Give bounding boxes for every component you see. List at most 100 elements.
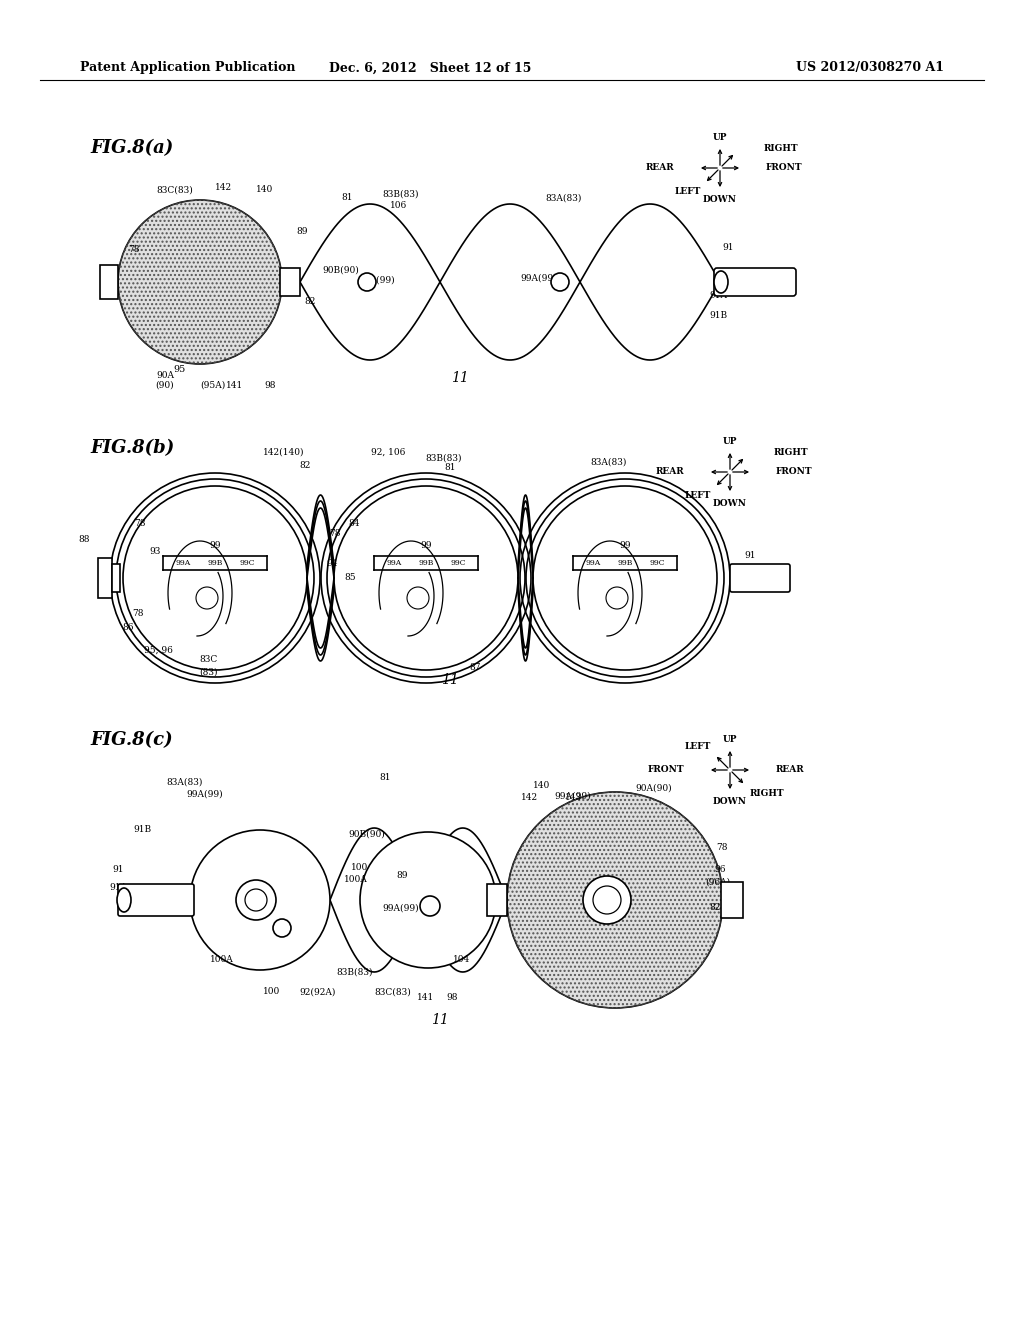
Text: FIG.8(a): FIG.8(a) [90, 139, 173, 157]
Circle shape [360, 832, 496, 968]
Text: 78: 78 [330, 529, 341, 539]
Text: DOWN: DOWN [713, 499, 746, 508]
Text: 99C: 99C [451, 558, 466, 568]
Text: 81: 81 [341, 194, 352, 202]
Text: 82: 82 [299, 462, 310, 470]
Text: Dec. 6, 2012   Sheet 12 of 15: Dec. 6, 2012 Sheet 12 of 15 [329, 62, 531, 74]
Text: 78: 78 [128, 246, 139, 255]
Text: 90A(90): 90A(90) [635, 784, 672, 792]
Text: UP: UP [713, 133, 727, 143]
Text: 99A(99): 99A(99) [520, 273, 557, 282]
Text: 84: 84 [348, 520, 359, 528]
Circle shape [407, 587, 429, 609]
Text: 83A(83): 83A(83) [590, 458, 627, 466]
Text: FRONT: FRONT [647, 766, 684, 775]
Bar [98, 558, 112, 598]
Bar [280, 268, 300, 296]
Text: 83C(83): 83C(83) [374, 987, 411, 997]
Text: 99: 99 [620, 541, 631, 550]
Text: 91B: 91B [133, 825, 152, 834]
Text: 99B: 99B [419, 558, 434, 568]
Text: 142(140): 142(140) [263, 447, 305, 457]
Text: 99B: 99B [617, 558, 633, 568]
Text: 99A(99): 99A(99) [358, 276, 394, 285]
Bar [721, 882, 743, 917]
Text: 87: 87 [469, 664, 480, 672]
Text: 91: 91 [113, 866, 124, 874]
Text: 88: 88 [79, 536, 90, 544]
Text: 91A: 91A [109, 883, 127, 892]
Text: 95: 95 [173, 366, 185, 375]
Text: 82: 82 [304, 297, 315, 306]
Text: 11: 11 [452, 371, 469, 385]
Text: 104: 104 [454, 956, 471, 965]
Text: 100A: 100A [210, 956, 233, 965]
Text: 83A(83): 83A(83) [167, 777, 203, 787]
Text: 99B: 99B [207, 558, 222, 568]
Text: 99C: 99C [240, 558, 255, 568]
Ellipse shape [714, 271, 728, 293]
Text: (83): (83) [199, 668, 217, 676]
Text: 81: 81 [379, 774, 391, 783]
Text: REAR: REAR [645, 164, 674, 173]
Text: 91: 91 [722, 243, 734, 252]
Text: 11: 11 [431, 1012, 449, 1027]
Text: Patent Application Publication: Patent Application Publication [80, 62, 296, 74]
Text: UP: UP [723, 735, 737, 744]
Bar [100, 265, 118, 300]
Text: LEFT: LEFT [684, 742, 711, 751]
Text: 91A: 91A [709, 292, 727, 301]
Bar [112, 564, 120, 591]
Text: 142: 142 [521, 793, 539, 803]
Text: 98: 98 [446, 994, 458, 1002]
Text: LEFT: LEFT [684, 491, 711, 500]
Text: 81: 81 [444, 463, 456, 473]
Text: 140: 140 [256, 186, 273, 194]
Ellipse shape [117, 888, 131, 912]
Text: 98: 98 [264, 380, 275, 389]
Text: 99A(99): 99A(99) [382, 903, 419, 912]
Text: LEFT: LEFT [674, 187, 700, 195]
Text: 85: 85 [344, 573, 355, 582]
Text: FIG.8(b): FIG.8(b) [90, 440, 174, 457]
Text: RIGHT: RIGHT [764, 144, 798, 153]
Text: (90): (90) [156, 380, 174, 389]
Text: 78: 78 [716, 843, 728, 853]
Text: DOWN: DOWN [713, 797, 746, 807]
Circle shape [196, 587, 218, 609]
Text: REAR: REAR [776, 766, 805, 775]
Text: 93: 93 [150, 548, 161, 557]
Circle shape [583, 876, 631, 924]
Text: 99A: 99A [175, 558, 190, 568]
Text: UP: UP [723, 437, 737, 446]
Text: 83A(83): 83A(83) [545, 194, 582, 202]
Text: 99A(99): 99A(99) [186, 789, 223, 799]
Text: DOWN: DOWN [703, 195, 737, 205]
Circle shape [236, 880, 276, 920]
Text: 100A: 100A [344, 875, 368, 884]
Circle shape [606, 587, 628, 609]
Text: FIG.8(c): FIG.8(c) [90, 731, 173, 748]
Text: 83B(83): 83B(83) [425, 454, 462, 462]
Text: RIGHT: RIGHT [773, 447, 808, 457]
Bar [487, 884, 507, 916]
Circle shape [273, 919, 291, 937]
Text: 141: 141 [418, 994, 434, 1002]
FancyBboxPatch shape [714, 268, 796, 296]
Text: (96A): (96A) [706, 878, 730, 887]
Text: 99A(99): 99A(99) [554, 792, 591, 800]
Text: 83B(83): 83B(83) [382, 190, 419, 198]
Text: 92(92A): 92(92A) [300, 987, 336, 997]
Text: 100: 100 [351, 863, 368, 873]
Text: 91: 91 [744, 552, 756, 561]
Text: (95A): (95A) [200, 380, 225, 389]
Text: 95, 96: 95, 96 [143, 645, 172, 655]
Text: 82: 82 [710, 903, 721, 912]
Text: US 2012/0308270 A1: US 2012/0308270 A1 [796, 62, 944, 74]
Text: 143: 143 [565, 793, 583, 803]
Text: 96: 96 [715, 866, 726, 874]
Text: FRONT: FRONT [766, 164, 803, 173]
Text: 89: 89 [296, 227, 308, 236]
Text: 83B(83): 83B(83) [337, 968, 374, 977]
Circle shape [118, 201, 282, 364]
